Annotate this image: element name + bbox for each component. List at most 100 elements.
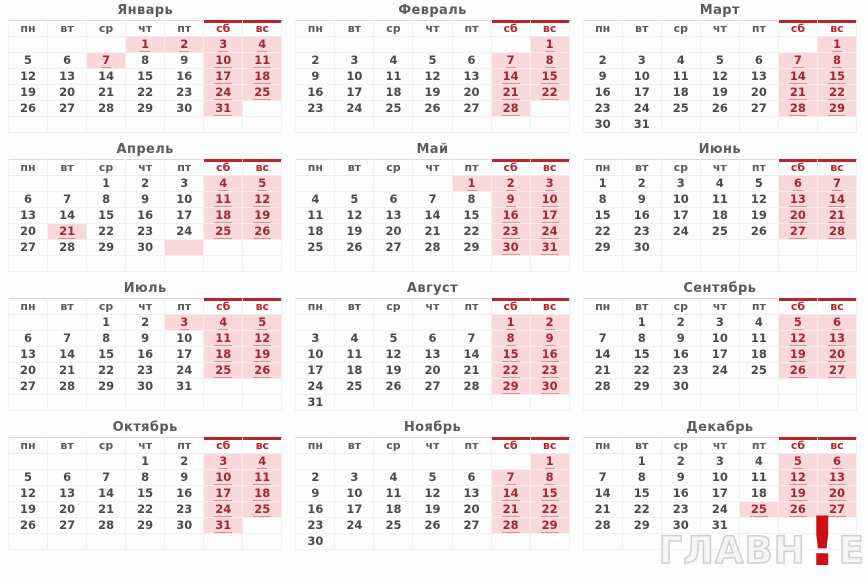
weekday-header-workday: вт: [335, 20, 375, 37]
date-cell-empty: [374, 37, 414, 53]
date-cell: 7: [452, 331, 492, 347]
date-cell-empty: [622, 37, 662, 53]
date-cell: 10: [622, 69, 662, 85]
date-cell: 16: [583, 85, 623, 101]
date-cell: 8: [622, 331, 662, 347]
weekday-header-weekend: сб: [204, 437, 244, 454]
date-cell: 2: [165, 454, 205, 470]
date-cell: 29: [87, 379, 127, 395]
date-cell: 3: [661, 176, 701, 192]
date-cell-empty: [374, 117, 414, 133]
date-cell: 18: [374, 502, 414, 518]
date-cell-empty: [530, 395, 570, 411]
date-cell: 14: [583, 347, 623, 363]
date-cell: 3: [204, 37, 244, 53]
month-grid: пн вт ср чт пт сб вс 1 2 3 4 5 6 7 8 9 10 11 12 13 14 15 16 17 1…: [582, 437, 857, 550]
date-cell-empty: [243, 240, 283, 256]
date-cell-empty: [204, 256, 244, 272]
date-cell: 30: [126, 240, 166, 256]
date-cell: 20: [9, 224, 49, 240]
date-cell: 11: [739, 470, 779, 486]
date-cell: 31: [296, 395, 336, 411]
date-cell: 4: [335, 331, 375, 347]
weekday-header-workday: пн: [583, 159, 623, 176]
weekday-header-workday: пн: [9, 20, 49, 37]
date-cell: 30: [296, 534, 336, 550]
date-cell-empty: [374, 454, 414, 470]
date-cell-empty: [452, 395, 492, 411]
weekday-header-workday: чт: [126, 437, 166, 454]
date-cell: 28: [413, 240, 453, 256]
date-cell-empty: [661, 256, 701, 272]
date-cell: 24: [530, 224, 570, 240]
date-cell: 27: [374, 240, 414, 256]
date-cell: 8: [817, 53, 857, 69]
date-cell: 2: [661, 454, 701, 470]
date-cell: 9: [296, 69, 336, 85]
date-cell: 13: [452, 69, 492, 85]
date-cell: 5: [243, 176, 283, 192]
date-cell: 28: [817, 224, 857, 240]
weekday-header-weekend: сб: [204, 159, 244, 176]
date-cell: 12: [243, 192, 283, 208]
date-cell: 13: [48, 486, 88, 502]
date-cell: 23: [165, 85, 205, 101]
date-cell: 9: [126, 331, 166, 347]
date-cell: 30: [530, 379, 570, 395]
month-february: Февраль пн вт ср чт пт сб вс 1 2 3 4 5 6 7 8 9 10 11 12 13 14…: [295, 2, 570, 133]
date-cell: 21: [413, 224, 453, 240]
date-cell: 13: [817, 470, 857, 486]
date-cell: 22: [817, 85, 857, 101]
date-cell: 21: [583, 502, 623, 518]
date-cell: 7: [48, 192, 88, 208]
date-cell: 25: [374, 518, 414, 534]
date-cell: 18: [739, 347, 779, 363]
date-cell: 27: [739, 101, 779, 117]
weekday-header-weekend: вс: [530, 159, 570, 176]
weekday-header-weekend: сб: [491, 437, 531, 454]
date-cell: 2: [530, 315, 570, 331]
weekday-header-weekend: сб: [778, 298, 818, 315]
date-cell: 30: [165, 101, 205, 117]
date-cell: 31: [204, 518, 244, 534]
date-cell: 14: [48, 347, 88, 363]
date-cell: 6: [48, 470, 88, 486]
date-cell: 27: [413, 379, 453, 395]
date-cell: 17: [204, 69, 244, 85]
weekday-header-workday: ср: [87, 159, 127, 176]
date-cell: 21: [87, 502, 127, 518]
date-cell-empty: [87, 395, 127, 411]
date-cell: 16: [126, 208, 166, 224]
date-cell: 8: [583, 192, 623, 208]
weekday-header-workday: чт: [700, 20, 740, 37]
weekday-header-workday: чт: [413, 159, 453, 176]
date-cell-empty: [9, 37, 49, 53]
date-cell: 26: [9, 518, 49, 534]
date-cell-empty: [335, 395, 375, 411]
date-cell: 4: [374, 53, 414, 69]
date-cell: 12: [335, 208, 375, 224]
month-grid: пн вт ср чт пт сб вс 1 2 3 4 5 6 7 8 9 10 11 12 13 14 15 16 17 1…: [8, 298, 283, 411]
date-cell: 22: [622, 502, 662, 518]
date-cell: 22: [452, 224, 492, 240]
date-cell: 23: [661, 363, 701, 379]
date-cell: 1: [126, 454, 166, 470]
weekday-header-weekend: вс: [817, 159, 857, 176]
date-cell: 13: [817, 331, 857, 347]
date-cell: 23: [296, 101, 336, 117]
month-grid: пн вт ср чт пт сб вс 1 2 3 4 5 6 7 8 9 10 11 12 13 14 15 16 17 1…: [582, 159, 857, 272]
date-cell: 17: [622, 85, 662, 101]
date-cell-empty: [583, 256, 623, 272]
date-cell-empty: [9, 256, 49, 272]
date-cell-empty: [126, 534, 166, 550]
weekday-header-workday: пт: [739, 298, 779, 315]
date-cell-empty: [296, 454, 336, 470]
date-cell: 6: [452, 53, 492, 69]
date-cell-empty: [778, 240, 818, 256]
date-cell: 21: [48, 224, 88, 240]
date-cell: 25: [204, 224, 244, 240]
date-cell-empty: [413, 37, 453, 53]
date-cell: 13: [374, 208, 414, 224]
date-cell: 19: [413, 502, 453, 518]
weekday-header-weekend: сб: [778, 20, 818, 37]
